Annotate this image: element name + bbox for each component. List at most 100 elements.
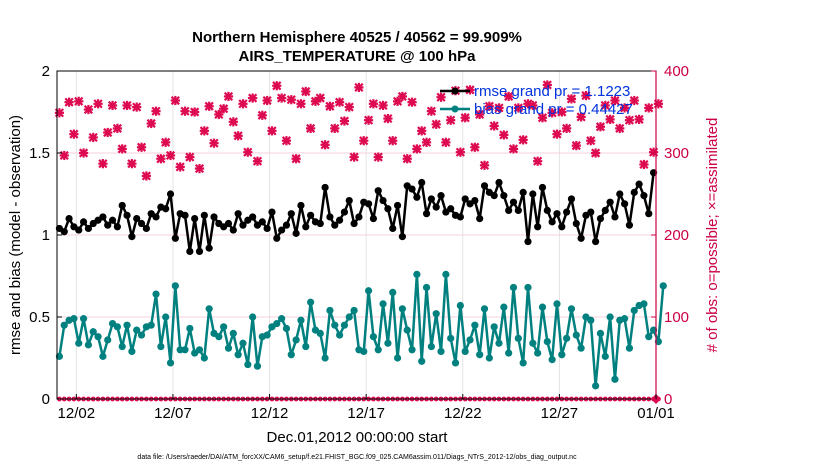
bias-point xyxy=(553,300,561,308)
obs-assimilated-point xyxy=(648,147,659,157)
bias-point xyxy=(418,357,426,365)
rmse-point xyxy=(558,223,566,231)
obs-assimilated-point xyxy=(344,102,354,112)
bias-point xyxy=(340,321,349,329)
bias-point xyxy=(292,336,300,344)
rmse-point xyxy=(389,224,397,233)
y-right-tick-label: 400 xyxy=(664,63,689,80)
chart-title: Northern Hemisphere 40525 / 40562 = 99.9… xyxy=(192,29,522,46)
obs-assimilated-point xyxy=(238,99,248,109)
obs-assimilated-point xyxy=(180,106,190,116)
bias-point xyxy=(350,306,358,315)
bias-point xyxy=(75,339,83,347)
rmse-point xyxy=(548,218,556,226)
rmse-point xyxy=(514,206,522,214)
rmse-point xyxy=(364,200,373,208)
bias-point xyxy=(133,326,141,334)
bias-point xyxy=(307,298,315,306)
obs-assimilated-point xyxy=(93,99,103,109)
obs-assimilated-point xyxy=(310,96,321,106)
obs-assimilated-point xyxy=(446,115,456,125)
bias-point xyxy=(534,349,542,357)
x-tick-label: 12/07 xyxy=(154,405,192,422)
rmse-point xyxy=(408,185,416,193)
rmse-point xyxy=(292,229,300,237)
obs-assimilated-point xyxy=(518,135,528,145)
obs-assimilated-point xyxy=(484,101,494,111)
bias-point xyxy=(480,305,489,313)
obs-assimilated-point xyxy=(388,136,398,146)
rmse-point xyxy=(137,219,146,228)
rmse-point xyxy=(563,208,571,216)
obs-assimilated-point xyxy=(470,142,480,152)
obs-assimilated-point xyxy=(190,107,200,117)
legend-rmse-marker xyxy=(451,87,459,95)
bias-point xyxy=(181,346,189,354)
bias-point xyxy=(379,300,387,308)
rmse-point xyxy=(567,195,576,203)
bias-point xyxy=(70,315,78,323)
obs-assimilated-point xyxy=(69,129,79,139)
rmse-point xyxy=(335,216,344,224)
bias-point xyxy=(94,333,102,341)
rmse-point xyxy=(191,215,199,223)
obs-assimilated-point xyxy=(112,123,122,133)
bias-point xyxy=(220,323,228,331)
rmse-point xyxy=(490,192,498,200)
bias-point xyxy=(234,351,242,359)
bias-point xyxy=(389,288,397,296)
obs-assimilated-point xyxy=(455,147,465,157)
rmse-point xyxy=(553,210,561,218)
rmse-point xyxy=(99,213,107,221)
bias-point xyxy=(99,352,107,360)
bias-point xyxy=(278,315,286,323)
obs-assimilated-point xyxy=(441,137,451,147)
bias-point xyxy=(162,313,170,321)
rmse-point xyxy=(500,192,508,200)
bias-point xyxy=(519,359,527,367)
rmse-point xyxy=(611,213,619,221)
obs-assimilated-point xyxy=(624,115,635,125)
rmse-point xyxy=(601,206,609,214)
bias-point xyxy=(514,334,522,342)
rmse-point xyxy=(200,211,208,219)
obs-assimilated-point xyxy=(629,95,639,106)
y-left-tick-label: 0.5 xyxy=(29,309,50,326)
bias-point xyxy=(563,334,571,342)
rmse-point xyxy=(505,206,513,214)
obs-assimilated-point xyxy=(320,140,330,150)
obs-assimilated-point xyxy=(426,106,436,116)
obs-assimilated-point xyxy=(479,160,490,170)
bias-point xyxy=(253,362,262,370)
obs-assimilated-point xyxy=(373,152,383,162)
bias-point xyxy=(451,359,460,367)
rmse-point xyxy=(162,205,170,213)
y-left-tick-label: 2 xyxy=(42,63,50,80)
obs-assimilated-point xyxy=(64,97,74,107)
obs-assimilated-point xyxy=(436,92,446,102)
rmse-point xyxy=(282,221,291,229)
rmse-point xyxy=(205,244,213,252)
x-axis: 12/02 12/07 12/12 12/17 12/22 12/27 01/01 xyxy=(58,394,675,422)
y-axis-right-label: # of obs: o=possible; ×=assimilated xyxy=(704,118,721,353)
obs-assimilated-point xyxy=(465,85,475,95)
y-right-tick-label: 0 xyxy=(664,391,672,408)
obs-assimilated-point xyxy=(615,123,625,133)
obs-assimilated-point xyxy=(460,113,470,123)
bias-point xyxy=(239,339,247,347)
rmse-point xyxy=(345,196,353,205)
obs-assimilated-point xyxy=(272,81,282,91)
bias-point xyxy=(171,282,179,290)
bias-point xyxy=(360,347,368,356)
bias-point xyxy=(128,347,136,356)
obs-assimilated-point xyxy=(475,109,485,120)
bias-point xyxy=(500,303,508,311)
bias-point xyxy=(572,331,580,339)
obs-assimilated-point xyxy=(639,159,649,170)
rmse-point xyxy=(480,182,489,190)
obs-assimilated-point xyxy=(586,136,596,146)
rmse-point xyxy=(379,196,387,205)
rmse-point xyxy=(543,206,551,214)
rmse-point xyxy=(181,211,189,219)
chart-subtitle: AIRS_TEMPERATURE @ 100 hPa xyxy=(239,48,477,65)
